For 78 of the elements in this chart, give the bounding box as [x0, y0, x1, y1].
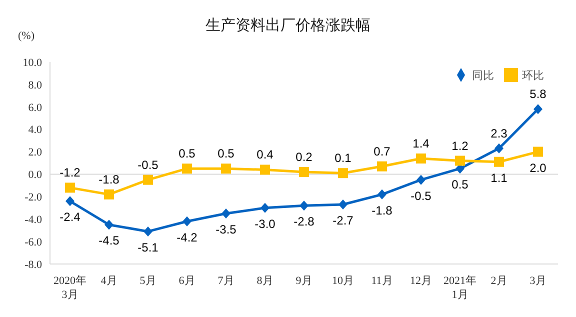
point	[65, 182, 75, 193]
data-label: 1.4	[412, 136, 430, 151]
data-label: -5.1	[138, 240, 159, 254]
data-label: 0.5	[178, 146, 196, 161]
y-tick-label: 6.0	[28, 102, 42, 114]
point	[494, 143, 504, 154]
chart-title: 生产资料出厂价格涨跌幅	[206, 17, 370, 34]
data-label: 0.5	[218, 146, 235, 161]
data-label: 0.7	[374, 144, 391, 158]
data-label: -3.0	[254, 216, 276, 231]
y-axis-title: (%)	[18, 30, 34, 42]
data-label: -0.5	[138, 158, 159, 172]
x-tick-label: 2020年 3月	[54, 275, 86, 301]
data-label: 0.4	[256, 148, 274, 162]
y-tick-label: 8.0	[28, 79, 42, 92]
y-tick-label: -8.0	[24, 258, 42, 271]
data-label: -2.7	[332, 214, 354, 228]
x-tick-label: 7月	[218, 275, 234, 287]
x-tick-label: 4月	[100, 275, 118, 287]
data-label: 0.5	[452, 178, 469, 192]
y-tick-label: 4.0	[28, 124, 42, 136]
y-tick-label: 2.0	[28, 146, 42, 159]
data-label: 1.1	[490, 170, 508, 185]
point	[377, 161, 387, 172]
point	[182, 216, 192, 226]
x-tick-label: 11月	[371, 275, 393, 287]
data-label: -0.5	[410, 188, 432, 203]
legend-label: 环比	[522, 70, 544, 82]
x-tick-label: 3月	[530, 275, 546, 287]
point	[416, 174, 426, 185]
data-label: 2.0	[530, 160, 547, 175]
point	[299, 166, 309, 177]
legend-label: 同比	[472, 70, 494, 82]
point	[338, 168, 348, 178]
x-tick-label: 10月	[332, 275, 354, 287]
data-label: 0.1	[334, 151, 352, 166]
data-label: -4.5	[98, 234, 120, 248]
data-label: -1.2	[60, 166, 81, 180]
point	[104, 189, 114, 200]
data-label: 2.3	[490, 126, 508, 140]
point	[260, 164, 270, 175]
data-label: -4.2	[176, 230, 198, 244]
x-tick-label: 2021年 1月	[444, 275, 476, 301]
y-tick-label: 0.0	[28, 169, 42, 182]
point	[534, 104, 542, 114]
point	[416, 154, 426, 164]
x-tick-label: 12月	[410, 275, 432, 287]
x-tick-label: 2月	[490, 275, 508, 287]
point	[300, 200, 308, 211]
x-tick-label: 8月	[256, 275, 274, 287]
point	[182, 164, 192, 174]
x-tick-label: 9月	[296, 275, 312, 287]
point	[338, 200, 348, 210]
x-tick-label: 6月	[178, 275, 196, 287]
y-tick-label: -2.0	[24, 192, 42, 204]
data-label: -2.4	[60, 210, 81, 224]
point	[144, 226, 152, 236]
point	[104, 220, 114, 230]
data-label: -3.5	[216, 222, 237, 236]
point	[533, 146, 543, 157]
data-label: -2.8	[294, 214, 315, 229]
x-tick-label: 5月	[140, 275, 156, 287]
point	[378, 189, 386, 200]
point	[221, 164, 231, 174]
point	[455, 156, 465, 166]
data-label: 1.2	[452, 138, 469, 153]
point	[494, 156, 504, 167]
data-label: -1.8	[372, 203, 393, 218]
point	[222, 208, 230, 218]
point	[260, 202, 270, 213]
y-tick-label: 10.0	[22, 56, 42, 69]
data-label: 0.2	[296, 150, 313, 164]
point	[66, 196, 74, 206]
data-label: 5.8	[530, 87, 547, 102]
data-label: -1.8	[98, 172, 120, 186]
y-tick-label: -6.0	[24, 236, 42, 248]
y-tick-label: -4.0	[24, 214, 42, 226]
point	[143, 174, 153, 185]
